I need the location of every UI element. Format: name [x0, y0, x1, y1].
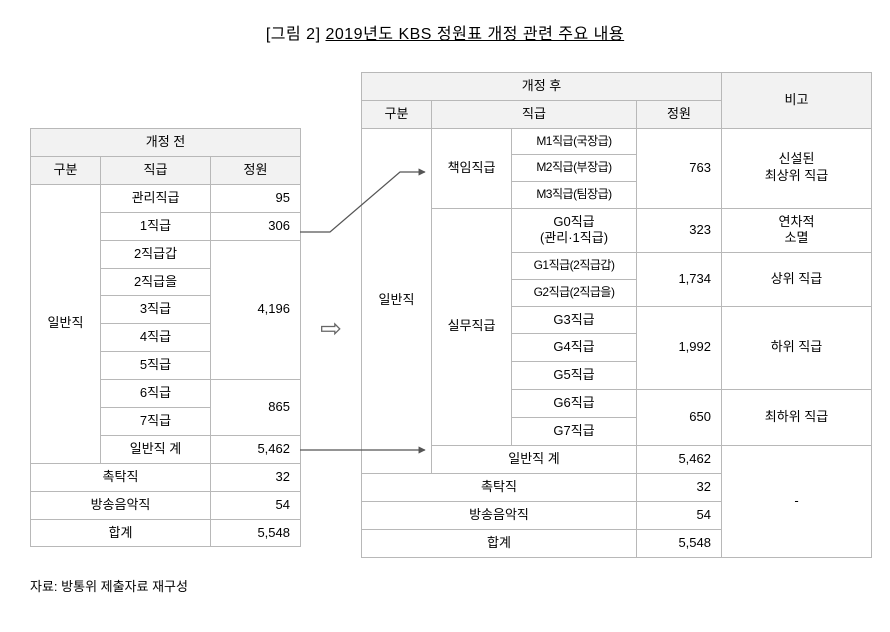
quota: 95: [211, 184, 301, 212]
rank: M3직급(팀장급): [512, 181, 637, 208]
rank: 2직급갑: [101, 240, 211, 268]
rank: G2직급(2직급을): [512, 279, 637, 306]
rank: 4직급: [101, 324, 211, 352]
remark: 신설된 최상위 직급: [722, 128, 872, 208]
table-before: 개정 전 구분 직급 정원 일반직 관리직급 95 1직급 306 2직급갑 4…: [30, 128, 301, 547]
quota: 4,196: [211, 240, 301, 379]
rank: G1직급(2직급갑): [512, 253, 637, 280]
music: 54: [637, 501, 722, 529]
rank: G5직급: [512, 362, 637, 390]
arrow-icon: ⇨: [311, 313, 351, 344]
remark-dash: -: [722, 445, 872, 557]
subtotal: 5,462: [637, 445, 722, 473]
rank: G7직급: [512, 418, 637, 446]
rank: 3직급: [101, 296, 211, 324]
rank: G6직급: [512, 390, 637, 418]
rank: G0직급 (관리·1직급): [512, 208, 637, 253]
gubun-label: 일반직: [362, 128, 432, 473]
quota: 323: [637, 208, 722, 253]
quota: 1,734: [637, 253, 722, 306]
caption-after: 개정 후: [362, 73, 722, 101]
quota: 306: [211, 212, 301, 240]
rank: 5직급: [101, 352, 211, 380]
col-rank: 직급: [432, 100, 637, 128]
col-gubun: 구분: [31, 156, 101, 184]
music-label: 방송음악직: [31, 491, 211, 519]
total-label: 합계: [31, 519, 211, 547]
rank: M1직급(국장급): [512, 128, 637, 155]
remark: 상위 직급: [722, 253, 872, 306]
figure-title: [그림 2] 2019년도 KBS 정원표 개정 관련 주요 내용: [30, 20, 860, 44]
chok-label: 촉탁직: [31, 463, 211, 491]
rank: G4직급: [512, 334, 637, 362]
gubun-label: 일반직: [31, 184, 101, 463]
music-label: 방송음악직: [362, 501, 637, 529]
quota: 1,992: [637, 306, 722, 390]
rank: 7직급: [101, 408, 211, 436]
chok-label: 촉탁직: [362, 473, 637, 501]
rank: 관리직급: [101, 184, 211, 212]
subtotal-label: 일반직 계: [432, 445, 637, 473]
rank: 2직급을: [101, 268, 211, 296]
col-rank: 직급: [101, 156, 211, 184]
total: 5,548: [637, 529, 722, 557]
rank: M2직급(부장급): [512, 155, 637, 182]
total-label: 합계: [362, 529, 637, 557]
total: 5,548: [211, 519, 301, 547]
resp-label: 책임직급: [432, 128, 512, 208]
subtotal-label: 일반직 계: [101, 435, 211, 463]
col-gubun: 구분: [362, 100, 432, 128]
quota: 763: [637, 128, 722, 208]
rank: 6직급: [101, 380, 211, 408]
caption-remark: 비고: [722, 73, 872, 129]
quota: 650: [637, 390, 722, 446]
col-quota: 정원: [211, 156, 301, 184]
source-note: 자료: 방통위 제출자료 재구성: [30, 576, 860, 595]
remark: 최하위 직급: [722, 390, 872, 446]
col-quota: 정원: [637, 100, 722, 128]
caption-before: 개정 전: [31, 129, 301, 157]
remark: 연차적 소멸: [722, 208, 872, 253]
prac-label: 실무직급: [432, 208, 512, 445]
remark: 하위 직급: [722, 306, 872, 390]
quota: 865: [211, 380, 301, 436]
chok: 32: [637, 473, 722, 501]
rank: 1직급: [101, 212, 211, 240]
table-after: 개정 후 비고 구분 직급 정원 일반직 책임직급 M1직급(국장급) 763 …: [361, 72, 872, 558]
music: 54: [211, 491, 301, 519]
chok: 32: [211, 463, 301, 491]
rank: G3직급: [512, 306, 637, 334]
subtotal: 5,462: [211, 435, 301, 463]
